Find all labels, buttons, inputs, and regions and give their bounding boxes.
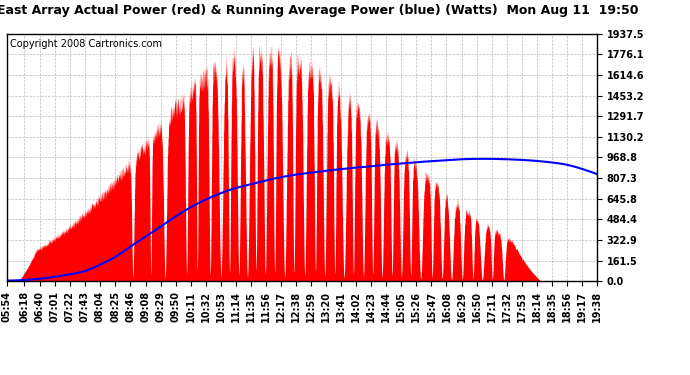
Text: Copyright 2008 Cartronics.com: Copyright 2008 Cartronics.com: [10, 39, 162, 49]
Text: East Array Actual Power (red) & Running Average Power (blue) (Watts)  Mon Aug 11: East Array Actual Power (red) & Running …: [0, 4, 638, 17]
